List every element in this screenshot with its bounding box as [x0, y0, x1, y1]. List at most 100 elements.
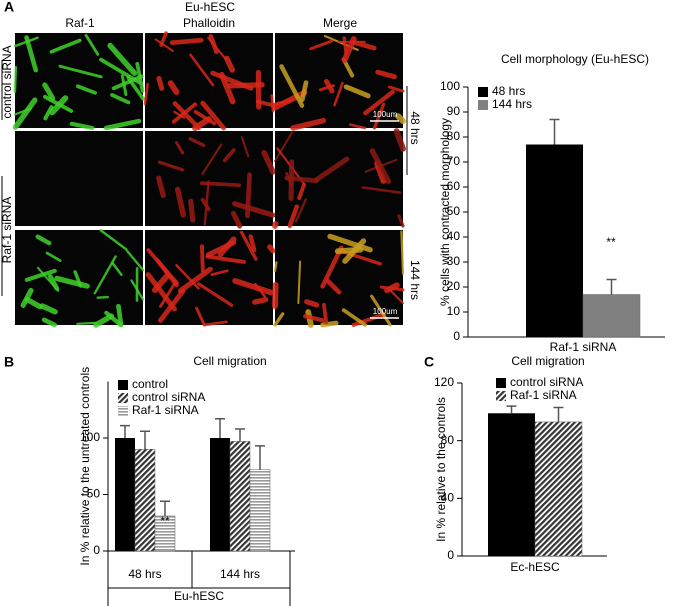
cell: [343, 84, 371, 99]
cell: [318, 84, 335, 92]
cell: [363, 89, 395, 116]
error-bar: [606, 278, 617, 295]
y-tick-label: 120: [434, 375, 454, 389]
cell: [384, 282, 400, 294]
error-bar: [215, 418, 225, 438]
cell: [369, 148, 392, 185]
cell: [199, 181, 242, 188]
legend-label: control siRNA: [510, 375, 583, 389]
cell: [201, 143, 223, 175]
legend-swatch: [478, 87, 488, 97]
column-label: Phalloidin: [183, 16, 235, 30]
cell: [103, 118, 142, 131]
cell: [333, 81, 344, 107]
error-bar: [549, 118, 560, 145]
cell: [110, 93, 131, 105]
cell: [175, 264, 200, 290]
cell: [116, 303, 124, 328]
annotation: **: [160, 514, 170, 528]
y-tick-label: 10: [447, 304, 461, 318]
column-label: Raf-1: [65, 16, 95, 30]
cell: [320, 245, 344, 289]
cell: [279, 64, 305, 108]
legend-label: 48 hrs: [492, 84, 525, 98]
cell: [222, 148, 236, 163]
time-label: 48 hrs: [408, 111, 422, 144]
y-tick-label: 0: [447, 548, 454, 562]
cell: [297, 260, 302, 305]
chart-title: Cell migration: [511, 354, 584, 368]
cell: [304, 299, 320, 308]
panel-label: B: [4, 354, 14, 370]
y-tick-label: 30: [447, 254, 461, 268]
x-tick-label: Raf-1 siRNA: [550, 340, 617, 354]
cell: [69, 121, 95, 131]
row-label: control siRNA: [0, 45, 14, 118]
cell: [13, 66, 18, 93]
cell: [167, 80, 180, 96]
cell: [174, 141, 185, 155]
y-tick-label: 90: [447, 104, 461, 118]
bar: [115, 438, 135, 551]
cell: [205, 240, 237, 258]
bar: [210, 438, 230, 551]
cell: [252, 297, 269, 305]
cell: [232, 201, 276, 218]
legend-swatch: [118, 380, 128, 390]
y-tick-label: 80: [447, 129, 461, 143]
cell: [303, 314, 325, 323]
annotation: **: [606, 235, 616, 249]
cell: [314, 156, 350, 182]
cell: [309, 39, 333, 51]
legend-swatch: [496, 378, 506, 388]
bar: [534, 421, 583, 557]
bar: [249, 469, 271, 552]
y-tick-label: 100: [440, 79, 460, 93]
error-bar: [553, 406, 564, 422]
y-tick-label: 0: [93, 543, 100, 557]
cell: [327, 233, 373, 253]
panel-label: C: [424, 354, 434, 370]
cell: [375, 69, 397, 80]
cell: [172, 101, 201, 131]
bar: [488, 413, 535, 556]
cell: [151, 272, 171, 294]
cell: [156, 75, 165, 91]
legend-swatch: [118, 406, 128, 416]
cell: [41, 317, 57, 328]
cell: [96, 295, 110, 299]
cell: [45, 251, 62, 262]
micrographs: 100um 100um: [12, 31, 406, 328]
cell: [287, 204, 300, 229]
y-axis-label: In % relative to the controls: [434, 397, 448, 542]
legend-label: Raf-1 siRNA: [132, 403, 199, 417]
error-bar: [255, 445, 265, 470]
cell: [200, 100, 226, 131]
cell: [154, 38, 174, 52]
cell: [210, 269, 229, 277]
error-bar: [506, 405, 517, 414]
cell: [24, 35, 39, 73]
cell: [393, 128, 406, 152]
cell: [351, 312, 386, 328]
cell: [224, 55, 236, 73]
y-tick-label: 40: [441, 491, 455, 505]
y-tick-label: 70: [447, 154, 461, 168]
cell: [320, 320, 339, 328]
cell: [169, 37, 204, 45]
cell: [174, 186, 187, 218]
cell: [361, 186, 402, 194]
cell: [322, 302, 329, 325]
y-tick-label: 80: [441, 433, 455, 447]
cell: [111, 262, 123, 276]
y-tick-label: 50: [447, 204, 461, 218]
cell: [143, 82, 149, 106]
legend-label: 144 hrs: [492, 97, 532, 111]
cell: [197, 282, 234, 307]
cell: [24, 268, 57, 282]
y-tick-label: 100: [80, 430, 100, 444]
cell: [290, 117, 327, 131]
cell: [24, 296, 43, 310]
legend-label: Raf-1 siRNA: [510, 388, 577, 402]
legend-swatch: [496, 391, 506, 401]
